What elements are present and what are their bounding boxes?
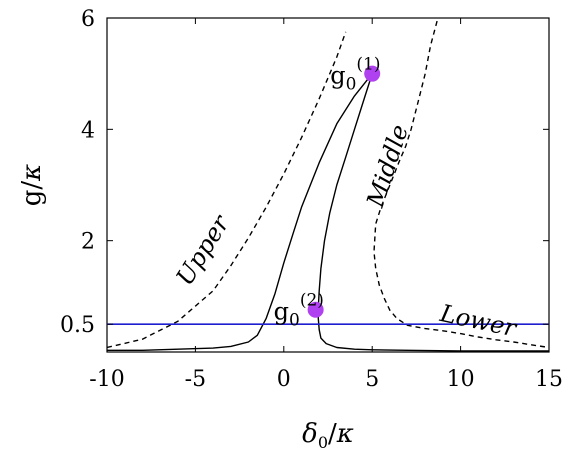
x-tick-label: 0 <box>277 367 291 392</box>
x-tick-label: -5 <box>185 367 206 392</box>
marker-point-1 <box>364 65 381 82</box>
series-line-2 <box>373 18 549 349</box>
x-axis-title: δ0/κ <box>302 419 354 452</box>
y-tick-label: 0.5 <box>60 313 95 338</box>
point-label-2: g0(2) <box>274 291 324 331</box>
marker-point-2 <box>307 301 324 318</box>
point-label-1: g0(1) <box>330 55 380 95</box>
x-tick-label: 15 <box>535 367 563 392</box>
y-tick-label: 6 <box>81 7 95 32</box>
x-tick-label: -10 <box>89 367 124 392</box>
y-tick-label: 2 <box>81 230 95 255</box>
x-tick-label: 5 <box>365 367 379 392</box>
points: g0(1) g0(2) <box>274 55 381 331</box>
ticks: -10 -5 0 5 10 15 0.5 2 4 6 <box>60 7 563 392</box>
x-tick-label: 10 <box>447 367 475 392</box>
y-tick-label: 4 <box>81 118 95 143</box>
y-axis-title: g/κ <box>17 164 47 206</box>
plot-area <box>106 17 550 353</box>
